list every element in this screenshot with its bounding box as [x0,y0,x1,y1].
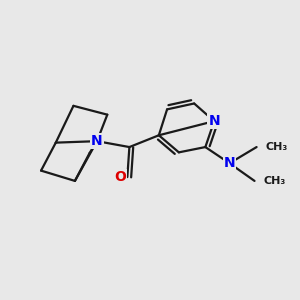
Text: N: N [224,156,235,170]
Text: CH₃: CH₃ [266,142,288,152]
Text: N: N [91,134,103,148]
Text: N: N [208,114,220,128]
Text: CH₃: CH₃ [263,176,286,186]
Text: O: O [114,170,126,184]
